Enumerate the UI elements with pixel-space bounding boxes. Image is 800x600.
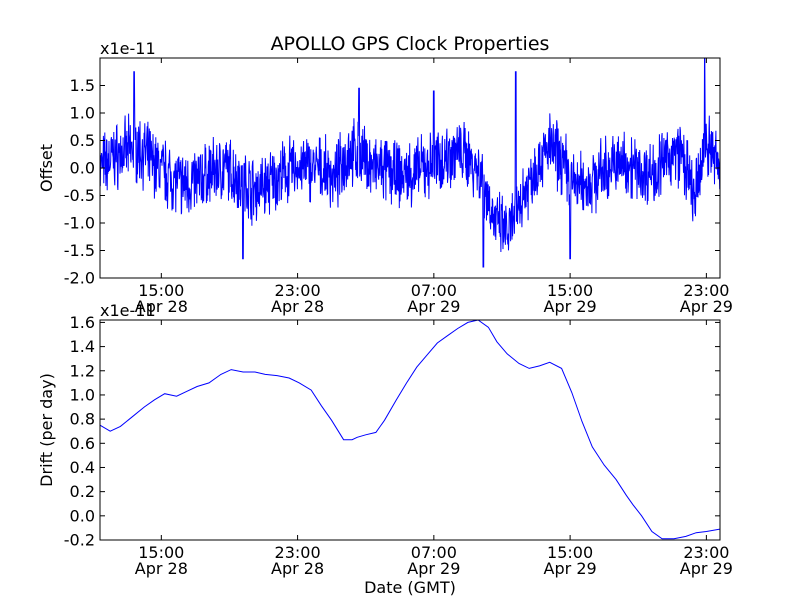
x-tick-time-label: 23:00 (275, 543, 321, 562)
y-tick-label: -1.5 (64, 241, 95, 260)
x-tick-time-label: 15:00 (547, 281, 593, 300)
y-tick-label: -0.2 (64, 531, 95, 550)
y-tick-label: -0.5 (64, 186, 95, 205)
x-tick-date-label: Apr 29 (544, 297, 597, 316)
drift-series-line (100, 320, 720, 540)
y-scale-label: x1e-11 (100, 301, 156, 320)
y-tick-label: 1.6 (70, 313, 95, 332)
y-tick-label: 0.5 (70, 131, 95, 150)
y-axis-label: Offset (37, 144, 56, 192)
x-tick-time-label: 15:00 (138, 543, 184, 562)
y-tick-label: 0.8 (70, 410, 95, 429)
x-tick-date-label: Apr 29 (407, 297, 460, 316)
x-tick-time-label: 23:00 (275, 281, 321, 300)
y-tick-label: -2.0 (64, 269, 95, 288)
y-tick-label: 1.5 (70, 76, 95, 95)
y-scale-label: x1e-11 (100, 39, 156, 58)
y-axis-label: Drift (per day) (37, 373, 56, 487)
y-tick-label: 1.4 (70, 337, 95, 356)
x-tick-time-label: 23:00 (683, 543, 729, 562)
offset-series-line (100, 58, 720, 268)
x-tick-time-label: 07:00 (411, 543, 457, 562)
x-tick-date-label: Apr 29 (544, 559, 597, 578)
x-tick-date-label: Apr 28 (135, 559, 188, 578)
y-tick-label: 0.6 (70, 434, 95, 453)
x-tick-time-label: 23:00 (683, 281, 729, 300)
x-tick-time-label: 15:00 (138, 281, 184, 300)
y-tick-label: 1.0 (70, 104, 95, 123)
x-tick-date-label: Apr 28 (135, 297, 188, 316)
x-tick-date-label: Apr 28 (271, 297, 324, 316)
y-tick-label: 0.4 (70, 458, 95, 477)
x-axis-label: Date (GMT) (364, 578, 456, 597)
y-tick-label: 1.0 (70, 385, 95, 404)
y-tick-label: 0.0 (70, 506, 95, 525)
x-tick-date-label: Apr 29 (407, 559, 460, 578)
x-tick-time-label: 15:00 (547, 543, 593, 562)
chart-title: APOLLO GPS Clock Properties (271, 33, 550, 55)
y-tick-label: 0.0 (70, 159, 95, 178)
axes-frame (99, 319, 721, 541)
x-tick-date-label: Apr 29 (680, 297, 733, 316)
y-tick-label: -1.0 (64, 214, 95, 233)
y-tick-label: 0.2 (70, 482, 95, 501)
y-tick-label: 1.2 (70, 361, 95, 380)
x-tick-date-label: Apr 28 (271, 559, 324, 578)
x-tick-date-label: Apr 29 (680, 559, 733, 578)
x-tick-time-label: 07:00 (411, 281, 457, 300)
